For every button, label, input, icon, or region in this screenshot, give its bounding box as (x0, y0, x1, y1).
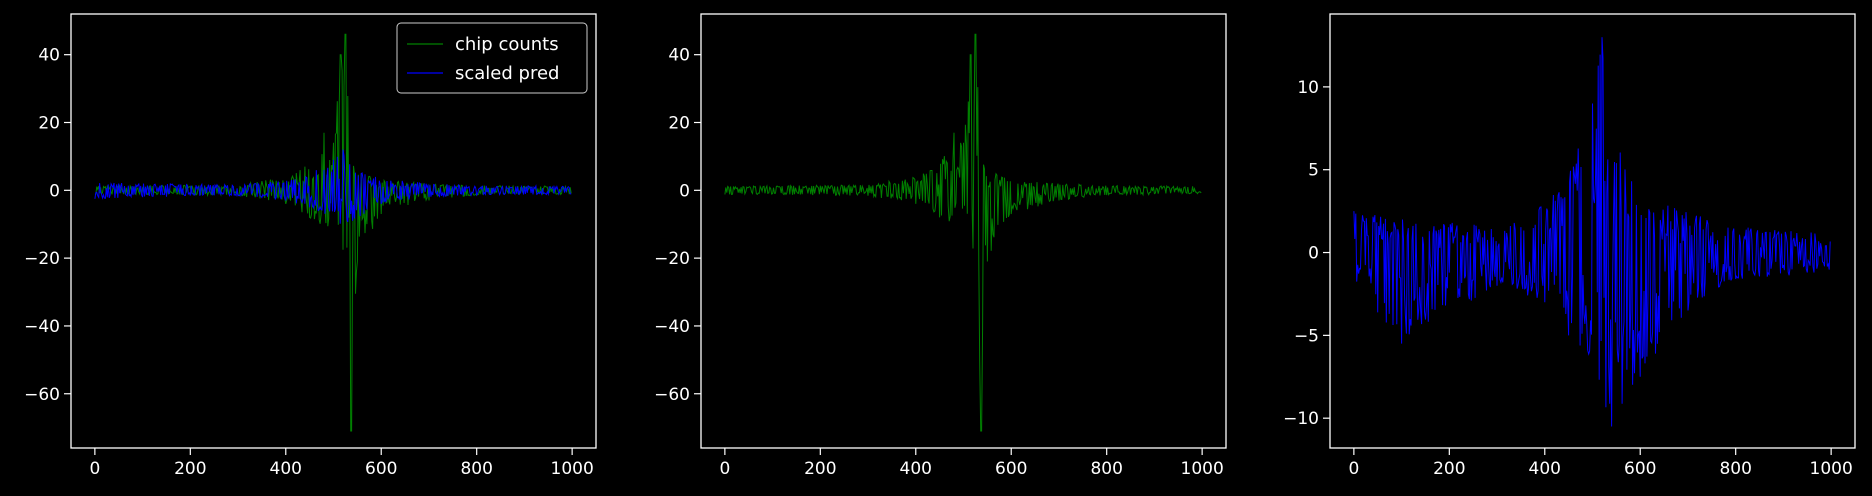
x-tick-label: 0 (89, 459, 100, 479)
y-tick-label: −60 (654, 385, 690, 405)
y-tick-label: 0 (49, 181, 60, 201)
y-tick-label: 20 (38, 114, 60, 134)
legend: chip counts scaled pred (396, 22, 588, 94)
x-tick-label: 1000 (551, 459, 594, 479)
x-tick-label: 400 (270, 459, 302, 479)
chart-panel-1: 0 200 400 600 800 1000 −60 −40 −20 0 20 40 chip coun… (24, 13, 597, 479)
legend-box (396, 22, 588, 94)
axes-frame (700, 13, 1227, 449)
chart-panel-3: 0 200 400 600 800 1000 −10 −5 0 5 10 (1283, 13, 1856, 479)
chart-panel-2: 0 200 400 600 800 1000 −60 −40 −20 0 20 40 (654, 13, 1227, 479)
x-tick-label: 800 (1090, 459, 1122, 479)
y-tick-label: 0 (1308, 244, 1319, 264)
x-tick-label: 200 (1433, 459, 1465, 479)
x-tick-label: 600 (1624, 459, 1656, 479)
x-tick-label: 600 (995, 459, 1027, 479)
series-line-chip-counts (94, 33, 572, 432)
x-tick-label: 200 (174, 459, 206, 479)
x-tick-label: 0 (1348, 459, 1359, 479)
y-tick-label: −20 (654, 249, 690, 269)
y-tick-label: −20 (24, 249, 60, 269)
series-line-scaled-pred (94, 149, 572, 224)
legend-label: scaled pred (455, 63, 559, 84)
y-tick-label: 20 (668, 114, 690, 134)
y-tick-label: −10 (1283, 409, 1319, 429)
x-tick-label: 400 (900, 459, 932, 479)
x-tick-label: 1000 (1810, 459, 1853, 479)
y-tick-label: −5 (1294, 326, 1319, 346)
x-tick-label: 200 (804, 459, 836, 479)
x-tick-label: 0 (719, 459, 730, 479)
legend-label: chip counts (455, 34, 559, 55)
y-tick-label: 40 (668, 46, 690, 66)
y-tick-label: −60 (24, 385, 60, 405)
y-tick-label: 0 (679, 181, 690, 201)
axes-frame (1329, 13, 1856, 449)
x-tick-label: 600 (365, 459, 397, 479)
x-tick-label: 400 (1529, 459, 1561, 479)
series-line-series-1 (1353, 37, 1831, 427)
y-tick-label: −40 (654, 317, 690, 337)
axes-frame (70, 13, 597, 449)
x-tick-label: 1000 (1181, 459, 1224, 479)
y-tick-label: 40 (38, 46, 60, 66)
x-tick-label: 800 (1719, 459, 1751, 479)
y-tick-label: −40 (24, 317, 60, 337)
series-line-series-1 (724, 33, 1202, 432)
y-tick-label: 5 (1308, 161, 1319, 181)
x-tick-label: 800 (460, 459, 492, 479)
y-tick-label: 10 (1297, 78, 1319, 98)
